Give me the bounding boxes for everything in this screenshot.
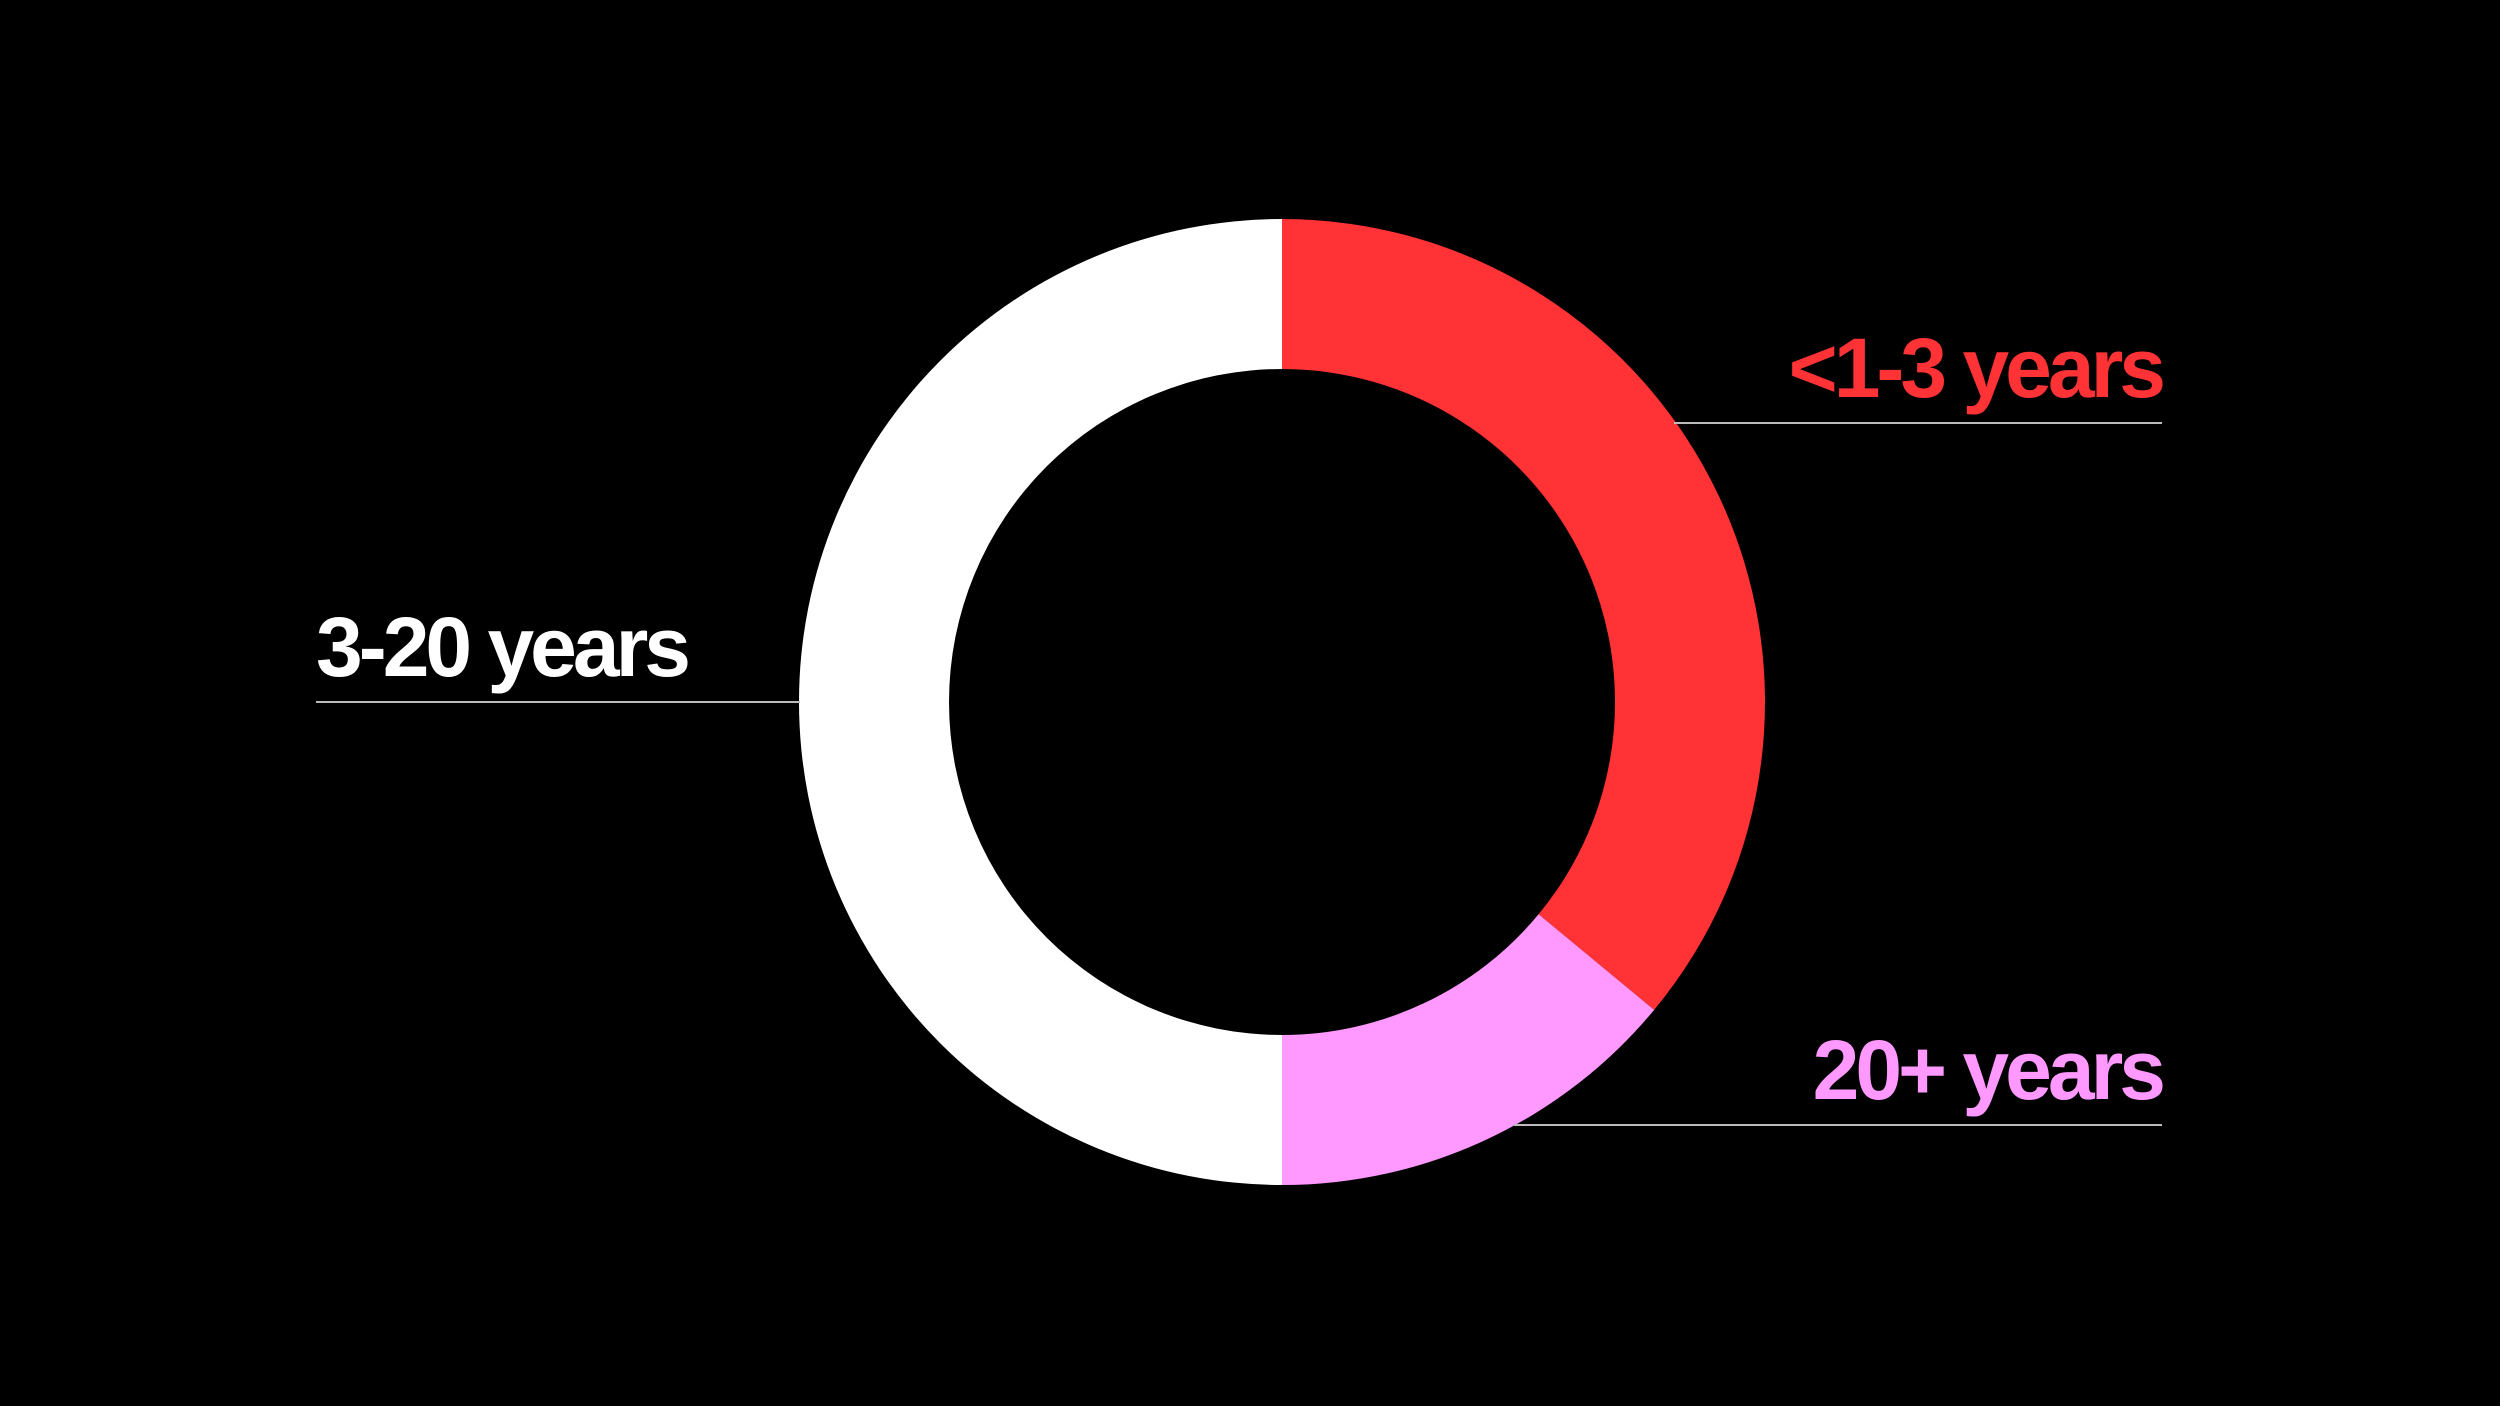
slice-label: <1-3 years <box>1789 321 2164 415</box>
slice-20-years <box>1282 914 1655 1185</box>
slice-label: 3-20 years <box>316 600 688 694</box>
slice-1-3-years <box>1282 219 1765 1010</box>
slice-3-20-years <box>799 219 1282 1185</box>
slice-label: 20+ years <box>1813 1023 2164 1117</box>
